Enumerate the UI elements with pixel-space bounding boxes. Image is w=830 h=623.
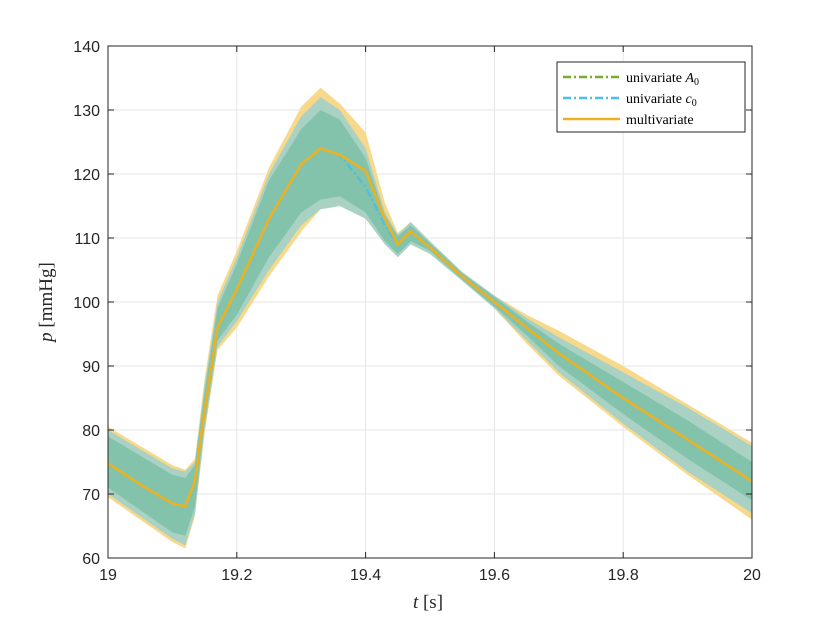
- legend-box: [556, 61, 746, 133]
- y-tick-label: 120: [73, 167, 100, 184]
- y-axis-label: p [mmHg]: [36, 262, 57, 344]
- legend-label: multivariate: [626, 113, 694, 128]
- y-axis-var: p: [36, 332, 57, 344]
- legend-label-var: A: [684, 71, 694, 86]
- x-tick-label: 20: [743, 567, 761, 584]
- x-tick-label: 19: [99, 567, 117, 584]
- x-tick-label: 19.8: [608, 567, 639, 584]
- legend-label-var: c: [685, 92, 692, 107]
- line-multivariate: [107, 146, 753, 508]
- legend-label-sub: 0: [692, 98, 697, 109]
- x-axis-label: t [s]: [413, 592, 443, 613]
- y-tick-label: 60: [82, 551, 100, 568]
- legend-label: univariate c0: [626, 92, 697, 109]
- legend-label: univariate A0: [626, 71, 699, 88]
- x-tick-label: 19.6: [479, 567, 510, 584]
- x-tick-label: 19.2: [221, 567, 252, 584]
- y-tick-label: 80: [82, 423, 100, 440]
- y-tick-label: 70: [82, 487, 100, 504]
- x-axis-var: t: [413, 592, 419, 613]
- legend-label-sub: 0: [694, 77, 699, 88]
- legend-label-text: univariate: [626, 71, 685, 86]
- y-axis-unit: [mmHg]: [36, 262, 57, 332]
- y-tick-label: 140: [73, 39, 100, 56]
- y-tick-label: 90: [82, 359, 100, 376]
- x-axis-ticks: 19 19.2 19.4 19.6 19.8 20: [99, 46, 761, 584]
- y-tick-label: 130: [73, 103, 100, 120]
- x-axis-unit: [s]: [418, 592, 443, 613]
- series-lines: [107, 146, 753, 508]
- x-tick-label: 19.4: [350, 567, 381, 584]
- y-tick-label: 100: [73, 295, 100, 312]
- legend-label-text: multivariate: [626, 113, 694, 128]
- y-tick-label: 110: [74, 231, 100, 248]
- y-axis-ticks: 60 70 80 90 100 110 120 130 140: [73, 39, 752, 568]
- legend-label-text: univariate: [626, 92, 685, 107]
